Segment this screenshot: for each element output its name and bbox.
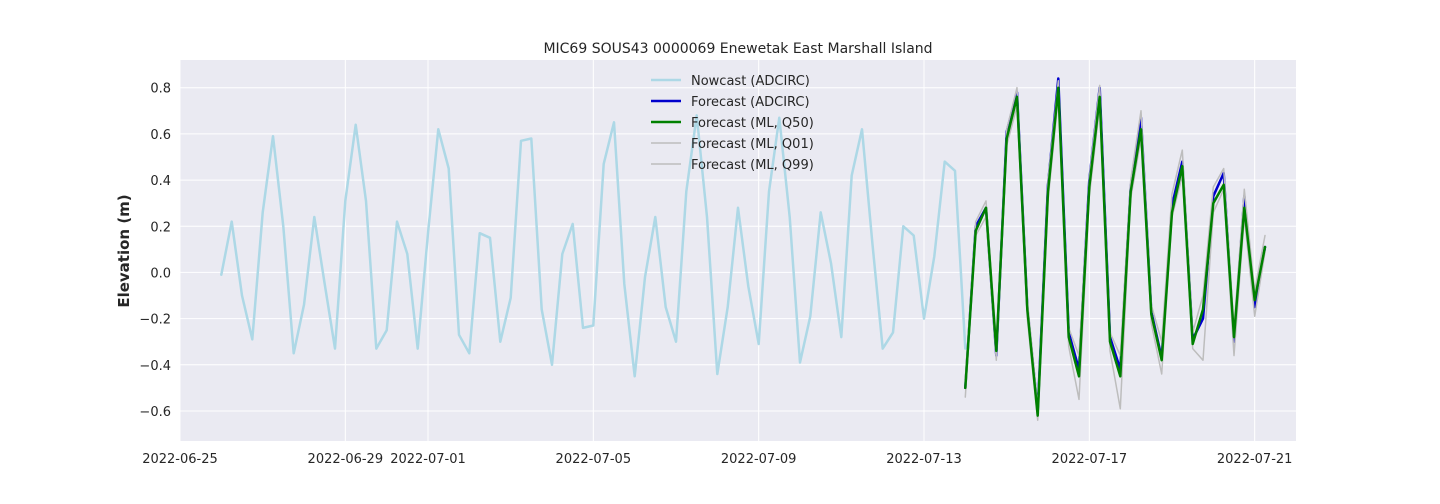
series-line-3 xyxy=(964,86,1267,417)
legend-label: Forecast (ML, Q50) xyxy=(691,116,814,131)
y-axis-ticks: −0.6 −0.4 −0.2 0.0 0.2 0.4 0.6 0.8 xyxy=(139,82,171,420)
x-tick-label: 2022-06-29 xyxy=(308,452,384,467)
x-tick-label: 2022-07-13 xyxy=(886,452,962,467)
series-line-1 xyxy=(220,114,967,378)
chart-title: MIC69 SOUS43 0000069 Enewetak East Marsh… xyxy=(543,41,932,57)
y-tick-label: −0.6 xyxy=(139,405,171,420)
y-tick-label: 0.2 xyxy=(150,220,171,235)
x-tick-label: 2022-06-25 xyxy=(142,452,218,467)
series-line-5 xyxy=(964,80,1266,408)
x-tick-label: 2022-07-17 xyxy=(1052,452,1128,467)
legend-label: Forecast (ML, Q01) xyxy=(691,137,814,152)
y-tick-label: 0.8 xyxy=(150,82,171,97)
legend-label: Forecast (ML, Q99) xyxy=(691,158,814,173)
y-tick-label: −0.4 xyxy=(139,359,171,374)
x-axis-ticks: 2022-06-25 2022-06-29 2022-07-01 2022-07-05… xyxy=(142,452,1292,467)
x-tick-label: 2022-07-05 xyxy=(556,452,632,467)
y-tick-label: 0.4 xyxy=(150,174,171,189)
y-tick-label: 0.6 xyxy=(150,128,171,143)
y-tick-label: 0.0 xyxy=(150,266,171,281)
y-axis-label: Elevation (m) xyxy=(115,194,133,307)
x-tick-label: 2022-07-21 xyxy=(1217,452,1293,467)
series-layer xyxy=(220,77,1267,421)
y-tick-label: −0.2 xyxy=(139,313,171,328)
series-line-4 xyxy=(964,96,1266,421)
legend-label: Forecast (ADCIRC) xyxy=(691,95,810,110)
x-tick-label: 2022-07-01 xyxy=(390,452,466,467)
legend-label: Nowcast (ADCIRC) xyxy=(691,74,810,89)
legend: Nowcast (ADCIRC) Forecast (ADCIRC) Forecas… xyxy=(651,74,814,173)
x-tick-label: 2022-07-09 xyxy=(721,452,797,467)
plot-background xyxy=(180,60,1296,441)
